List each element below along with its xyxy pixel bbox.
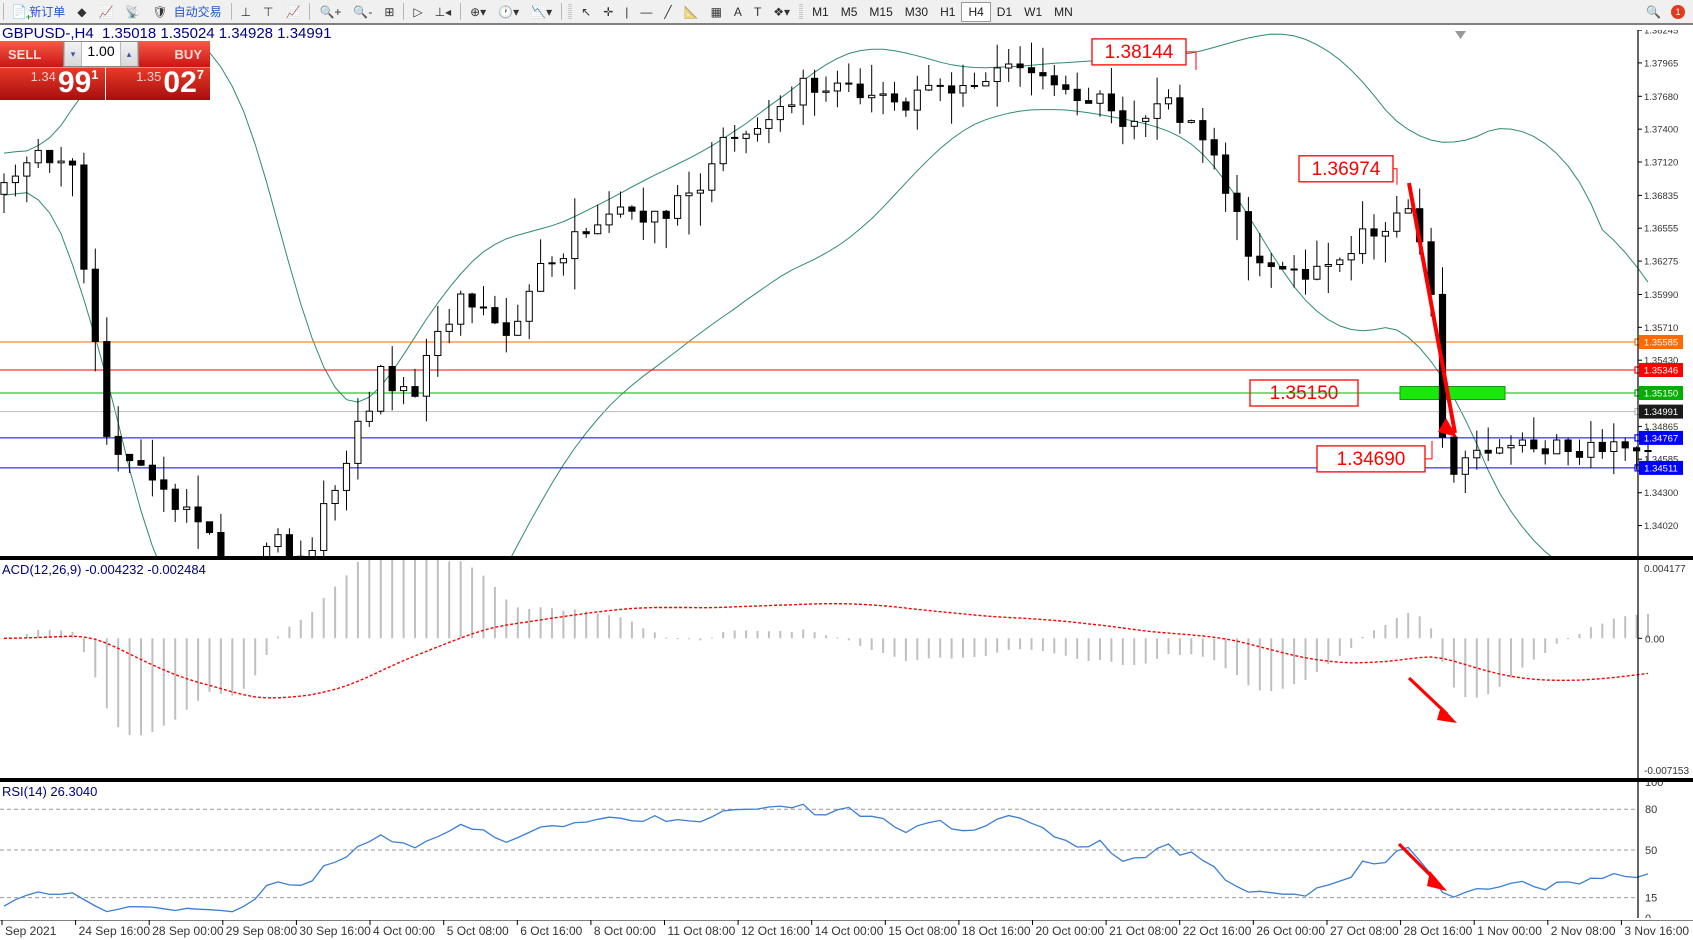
svg-text:15 Oct 08:00: 15 Oct 08:00	[888, 924, 957, 938]
svg-text:100: 100	[1645, 782, 1663, 789]
svg-text:1.35346: 1.35346	[1644, 366, 1678, 377]
svg-text:1.37965: 1.37965	[1644, 58, 1678, 69]
svg-text:30 Sep 16:00: 30 Sep 16:00	[299, 924, 371, 938]
svg-text:1.38144: 1.38144	[1105, 42, 1174, 63]
svg-text:1.34991: 1.34991	[1644, 407, 1678, 418]
svg-text:1.34300: 1.34300	[1644, 488, 1678, 499]
svg-text:28 Oct 16:00: 28 Oct 16:00	[1404, 924, 1473, 938]
svg-text:21 Oct 08:00: 21 Oct 08:00	[1109, 924, 1178, 938]
svg-text:27 Oct 08:00: 27 Oct 08:00	[1330, 924, 1399, 938]
svg-text:29 Sep 08:00: 29 Sep 08:00	[226, 924, 298, 938]
svg-text:24 Sep 16:00: 24 Sep 16:00	[79, 924, 151, 938]
svg-text:2 Nov 08:00: 2 Nov 08:00	[1551, 924, 1616, 938]
svg-text:1.35990: 1.35990	[1644, 290, 1678, 301]
svg-text:1.34020: 1.34020	[1644, 521, 1678, 532]
svg-text:1.35585: 1.35585	[1644, 338, 1678, 349]
svg-text:20 Oct 00:00: 20 Oct 00:00	[1036, 924, 1105, 938]
svg-text:-0.007153: -0.007153	[1644, 766, 1689, 777]
svg-text:1.37120: 1.37120	[1644, 158, 1678, 169]
svg-text:1.37400: 1.37400	[1644, 125, 1678, 136]
svg-text:0.004177: 0.004177	[1644, 564, 1686, 575]
svg-text:1.36275: 1.36275	[1644, 257, 1678, 268]
svg-text:18 Oct 16:00: 18 Oct 16:00	[962, 924, 1031, 938]
svg-text:RSI(14) 26.3040: RSI(14) 26.3040	[2, 784, 97, 799]
svg-text:12 Oct 16:00: 12 Oct 16:00	[741, 924, 810, 938]
svg-text:1.35710: 1.35710	[1644, 323, 1678, 334]
svg-text:50: 50	[1645, 845, 1657, 857]
svg-text:11 Oct 08:00: 11 Oct 08:00	[668, 924, 736, 938]
svg-text:28 Sep 00:00: 28 Sep 00:00	[152, 924, 224, 938]
svg-text:8 Oct 00:00: 8 Oct 00:00	[594, 924, 656, 938]
svg-text:0.00: 0.00	[1645, 634, 1665, 645]
svg-text:1.34767: 1.34767	[1644, 433, 1678, 444]
svg-text:5 Oct 08:00: 5 Oct 08:00	[447, 924, 509, 938]
svg-text:80: 80	[1645, 804, 1657, 816]
svg-text:14 Oct 00:00: 14 Oct 00:00	[815, 924, 884, 938]
svg-text:26 Oct 00:00: 26 Oct 00:00	[1256, 924, 1325, 938]
svg-text:1.36835: 1.36835	[1644, 191, 1678, 202]
svg-text:1.34511: 1.34511	[1644, 463, 1678, 474]
svg-text:0: 0	[1645, 913, 1651, 918]
svg-text:1.34690: 1.34690	[1337, 449, 1406, 470]
svg-text:1.35150: 1.35150	[1644, 389, 1678, 400]
svg-text:1.38245: 1.38245	[1644, 30, 1678, 37]
svg-text:1.36974: 1.36974	[1312, 159, 1381, 180]
svg-text:4 Oct 00:00: 4 Oct 00:00	[373, 924, 435, 938]
svg-text:1 Nov 00:00: 1 Nov 00:00	[1477, 924, 1542, 938]
svg-text:ACD(12,26,9) -0.004232 -0.0024: ACD(12,26,9) -0.004232 -0.002484	[2, 562, 206, 577]
svg-text:6 Oct 16:00: 6 Oct 16:00	[520, 924, 582, 938]
svg-text:22 Oct 16:00: 22 Oct 16:00	[1183, 924, 1252, 938]
svg-text:1.37680: 1.37680	[1644, 92, 1678, 103]
svg-text:Sep 2021: Sep 2021	[5, 924, 57, 938]
svg-text:15: 15	[1645, 893, 1657, 905]
svg-text:3 Nov 16:00: 3 Nov 16:00	[1624, 924, 1689, 938]
svg-text:1.36555: 1.36555	[1644, 224, 1678, 235]
